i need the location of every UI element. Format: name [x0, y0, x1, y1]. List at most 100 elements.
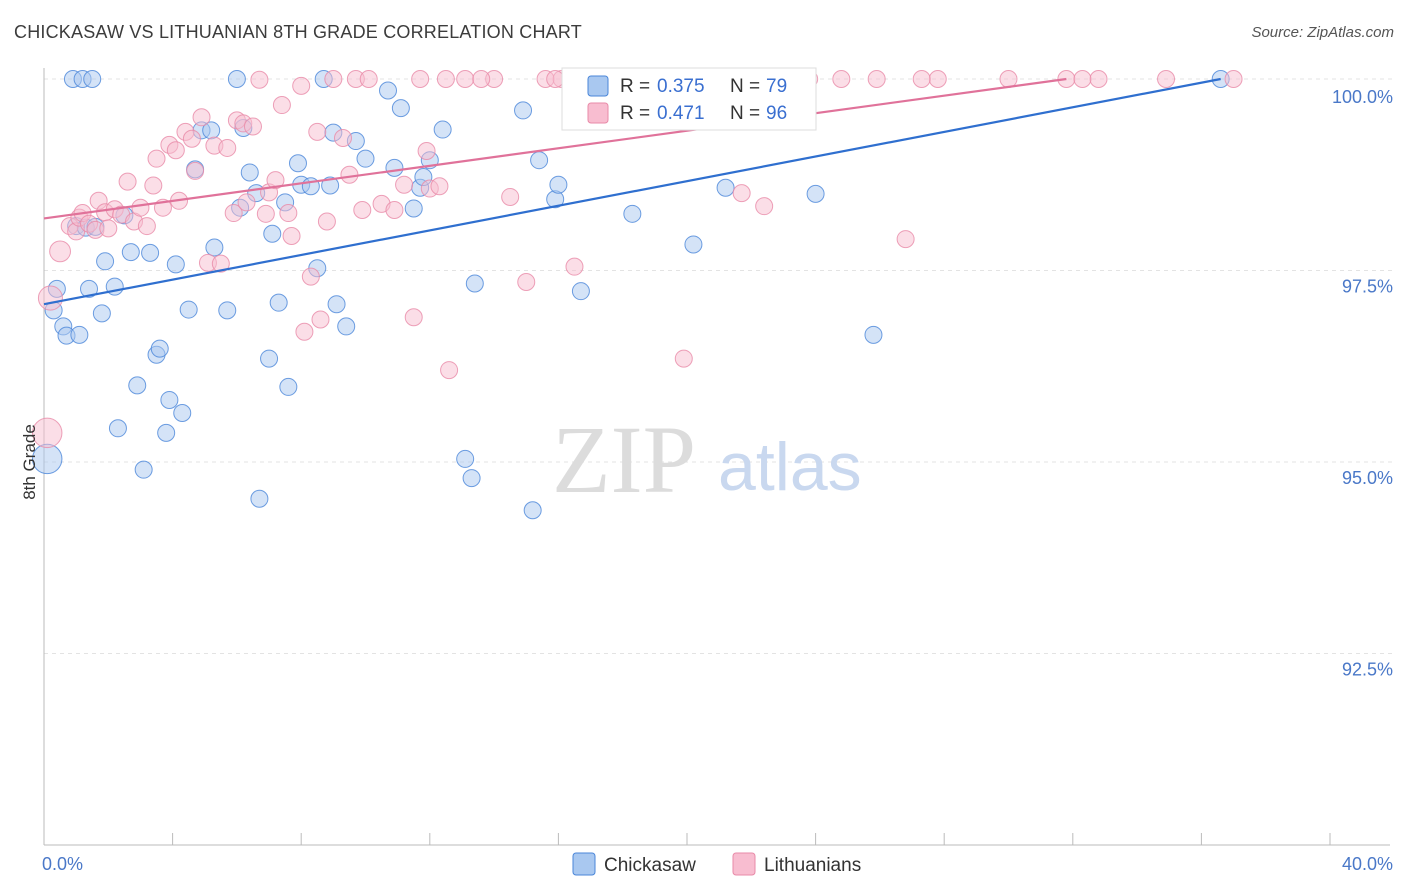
lithuanians-point[interactable]: [317, 212, 336, 231]
chickasaw-point[interactable]: [96, 252, 115, 271]
chickasaw-point[interactable]: [157, 423, 176, 442]
chickasaw-point[interactable]: [514, 101, 533, 120]
lithuanians-point[interactable]: [912, 70, 931, 88]
lithuanians-point[interactable]: [144, 176, 163, 195]
lithuanians-point[interactable]: [218, 138, 237, 157]
lithuanians-point[interactable]: [546, 70, 565, 88]
chickasaw-point[interactable]: [404, 199, 423, 218]
chickasaw-point[interactable]: [80, 279, 99, 298]
lithuanians-point[interactable]: [224, 204, 243, 223]
lithuanians-point[interactable]: [340, 165, 359, 184]
lithuanians-point[interactable]: [1224, 70, 1243, 88]
lithuanians-point[interactable]: [472, 70, 491, 88]
lithuanians-point[interactable]: [385, 200, 404, 219]
lithuanians-point[interactable]: [517, 272, 536, 291]
chickasaw-point[interactable]: [240, 163, 259, 182]
chickasaw-point[interactable]: [462, 469, 481, 488]
lithuanians-point[interactable]: [732, 184, 751, 203]
lithuanians-point[interactable]: [333, 128, 352, 147]
chickasaw-point[interactable]: [864, 325, 883, 344]
lithuanians-point[interactable]: [37, 285, 63, 311]
lithuanians-point[interactable]: [501, 187, 520, 206]
lithuanians-point[interactable]: [192, 108, 211, 127]
chickasaw-point[interactable]: [205, 238, 224, 257]
chickasaw-series-swatch[interactable]: [572, 852, 596, 876]
chickasaw-point[interactable]: [250, 489, 269, 508]
lithuanians-point[interactable]: [147, 149, 166, 168]
lithuanians-point[interactable]: [1157, 70, 1176, 88]
lithuanians-point[interactable]: [430, 177, 449, 196]
chickasaw-point[interactable]: [166, 255, 185, 274]
chickasaw-point[interactable]: [385, 158, 404, 177]
chickasaw-point[interactable]: [337, 317, 356, 336]
lithuanians-point[interactable]: [49, 240, 71, 263]
lithuanians-point[interactable]: [867, 70, 886, 88]
chickasaw-point[interactable]: [806, 184, 825, 203]
lithuanians-point[interactable]: [404, 308, 423, 327]
lithuanians-point[interactable]: [282, 227, 301, 246]
lithuanians-point[interactable]: [292, 76, 311, 95]
chickasaw-point[interactable]: [160, 390, 179, 409]
lithuanians-point[interactable]: [211, 254, 230, 273]
lithuanians-point[interactable]: [565, 257, 584, 276]
lithuanians-point[interactable]: [440, 361, 459, 380]
lithuanians-point[interactable]: [928, 70, 947, 88]
lithuanians-series-label[interactable]: Lithuanians: [764, 855, 861, 876]
chickasaw-point[interactable]: [571, 282, 590, 301]
lithuanians-point[interactable]: [1089, 70, 1108, 88]
lithuanians-point[interactable]: [266, 171, 285, 190]
lithuanians-point[interactable]: [182, 129, 201, 148]
chickasaw-point[interactable]: [716, 178, 735, 197]
chickasaw-point[interactable]: [379, 81, 398, 100]
chickasaw-point[interactable]: [549, 175, 568, 194]
chickasaw-point[interactable]: [173, 403, 192, 422]
lithuanians-point[interactable]: [250, 70, 269, 89]
chickasaw-point[interactable]: [523, 501, 542, 520]
chickasaw-series-label[interactable]: Chickasaw: [604, 855, 696, 876]
chickasaw-point[interactable]: [321, 176, 340, 195]
lithuanians-series-swatch[interactable]: [732, 852, 756, 876]
lithuanians-point[interactable]: [324, 70, 343, 88]
chickasaw-point[interactable]: [356, 149, 375, 168]
chickasaw-point[interactable]: [70, 325, 89, 344]
lithuanians-point[interactable]: [436, 70, 455, 88]
chickasaw-point[interactable]: [288, 154, 307, 173]
chickasaw-point[interactable]: [263, 224, 282, 243]
lithuanians-point[interactable]: [243, 117, 262, 136]
lithuanians-point[interactable]: [272, 96, 291, 115]
lithuanians-point[interactable]: [896, 230, 915, 249]
lithuanians-point[interactable]: [1073, 70, 1092, 88]
lithuanians-point[interactable]: [456, 70, 475, 88]
lithuanians-point[interactable]: [31, 417, 63, 449]
chickasaw-point[interactable]: [141, 243, 160, 262]
chickasaw-point[interactable]: [227, 70, 246, 88]
chickasaw-point[interactable]: [150, 339, 169, 358]
chickasaw-point[interactable]: [530, 151, 549, 170]
chickasaw-point[interactable]: [128, 376, 147, 395]
chickasaw-point[interactable]: [623, 204, 642, 223]
correlation-legend[interactable]: R = 0.375 N = 79 R = 0.471 N = 96: [561, 67, 817, 131]
lithuanians-point[interactable]: [311, 310, 330, 329]
lithuanians-point[interactable]: [359, 70, 378, 88]
chickasaw-point[interactable]: [260, 349, 279, 368]
chickasaw-point[interactable]: [83, 70, 102, 88]
lithuanians-point[interactable]: [131, 198, 150, 217]
chickasaw-point[interactable]: [391, 99, 410, 118]
lithuanians-point[interactable]: [301, 267, 320, 286]
chickasaw-point[interactable]: [179, 300, 198, 319]
lithuanians-point[interactable]: [279, 204, 298, 223]
lithuanians-point[interactable]: [256, 204, 275, 223]
lithuanians-point[interactable]: [999, 70, 1018, 88]
series-legend[interactable]: Chickasaw Lithuanians: [572, 852, 861, 876]
chickasaw-point[interactable]: [269, 293, 288, 312]
chickasaw-point[interactable]: [465, 274, 484, 293]
chickasaw-point[interactable]: [684, 235, 703, 254]
lithuanians-point[interactable]: [755, 197, 774, 216]
lithuanians-point[interactable]: [674, 349, 693, 368]
lithuanians-point[interactable]: [237, 193, 256, 212]
lithuanians-point[interactable]: [353, 200, 372, 219]
lithuanians-point[interactable]: [832, 70, 851, 88]
chickasaw-point[interactable]: [134, 460, 153, 479]
lithuanians-point[interactable]: [411, 70, 430, 88]
lithuanians-point[interactable]: [166, 141, 185, 160]
